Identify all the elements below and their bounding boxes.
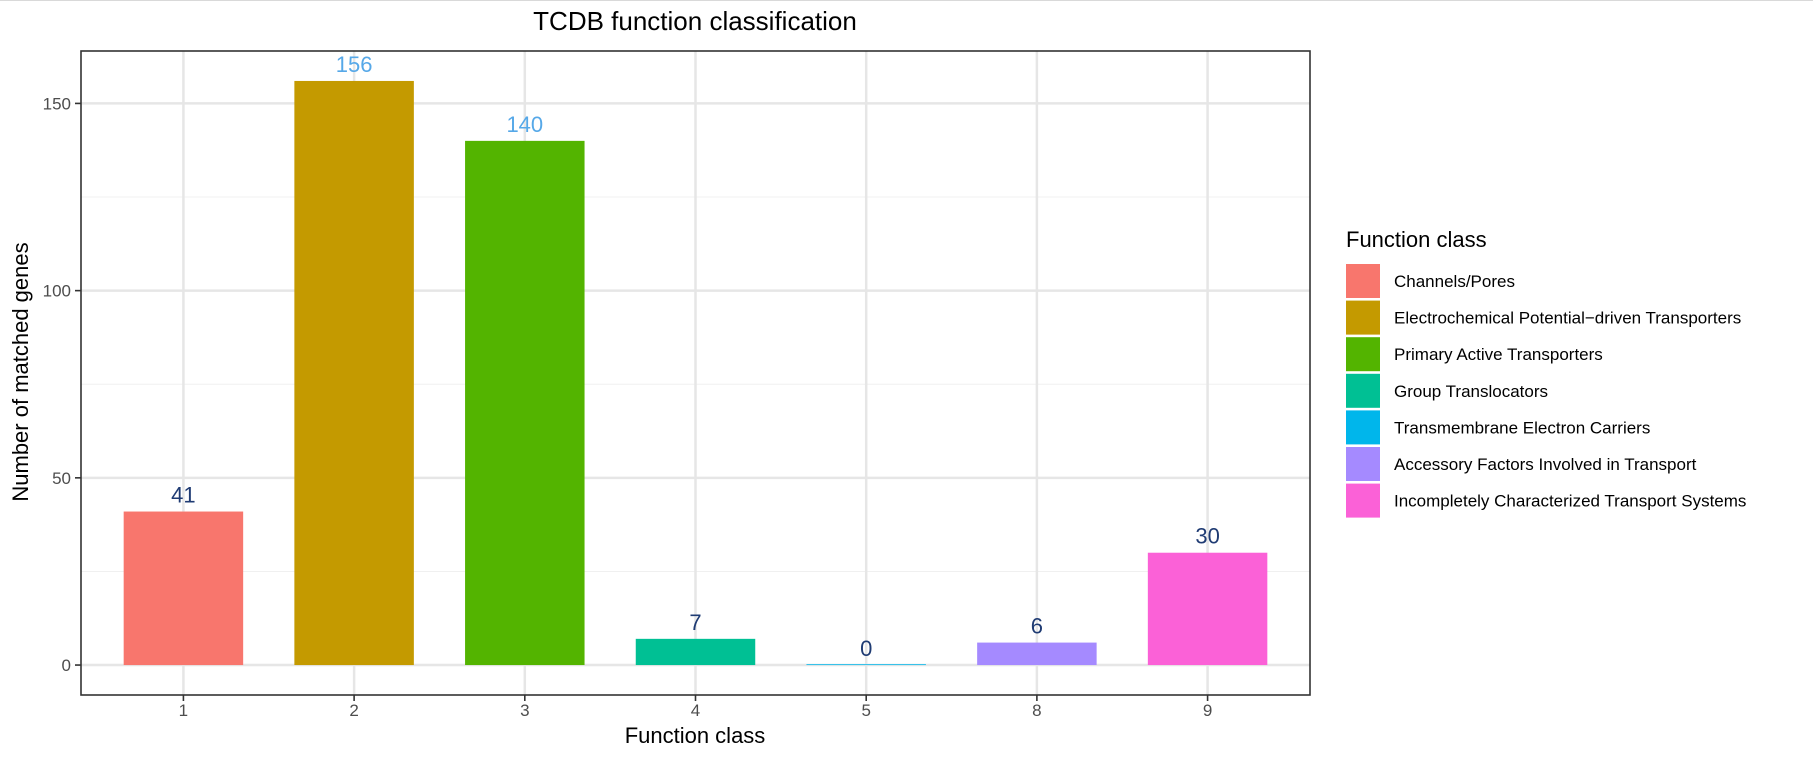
data-label-1: 41	[171, 483, 195, 508]
y-tick-label: 100	[43, 282, 71, 301]
x-tick-label: 4	[691, 701, 700, 720]
legend-key	[1346, 264, 1380, 298]
legend-key	[1346, 337, 1380, 372]
bar-2	[294, 80, 414, 666]
data-label-9: 30	[1195, 524, 1219, 549]
legend-label: Accessory Factors Involved in Transport	[1394, 455, 1697, 474]
y-tick-label: 50	[52, 469, 71, 488]
data-label-4: 7	[689, 610, 701, 635]
legend-key	[1346, 483, 1380, 518]
legend-key	[1346, 300, 1380, 335]
legend-label: Incompletely Characterized Transport Sys…	[1394, 492, 1746, 511]
data-label-3: 140	[506, 112, 543, 137]
y-axis-title: Number of matched genes	[8, 242, 33, 501]
x-tick-label: 5	[861, 701, 870, 720]
legend-label: Electrochemical Potential−driven Transpo…	[1394, 309, 1741, 328]
plot-panel: 41 156 140 7 0 6 30 0 50 100 150 1 2 3 4 5 8 9	[43, 50, 1311, 720]
legend-title: Function class	[1346, 227, 1487, 252]
y-tick-label: 0	[62, 656, 71, 675]
bar-3	[465, 140, 585, 666]
x-tick-label: 3	[520, 701, 529, 720]
legend-label: Group Translocators	[1394, 382, 1548, 401]
bar-8	[977, 642, 1097, 666]
x-tick-label: 1	[179, 701, 188, 720]
legend-label: Transmembrane Electron Carriers	[1394, 418, 1650, 437]
bar-5	[806, 664, 926, 666]
bar-1	[123, 511, 244, 666]
legend-label: Channels/Pores	[1394, 272, 1515, 291]
x-tick-label: 2	[349, 701, 358, 720]
legend-label: Primary Active Transporters	[1394, 345, 1603, 364]
x-tick-label: 8	[1032, 701, 1041, 720]
data-label-5: 0	[860, 636, 872, 661]
legend-key	[1346, 373, 1380, 408]
x-axis-title: Function class	[625, 723, 766, 748]
data-label-8: 6	[1031, 614, 1043, 639]
y-tick-label: 150	[43, 94, 71, 113]
bar-9	[1147, 552, 1268, 666]
bar-4	[635, 638, 756, 666]
x-tick-label: 9	[1203, 701, 1212, 720]
legend-key	[1346, 447, 1380, 481]
data-label-2: 156	[336, 52, 373, 77]
chart-title: TCDB function classification	[533, 6, 857, 36]
legend-key	[1346, 410, 1380, 445]
legend: Function class Channels/Pores Electrochem…	[1346, 227, 1746, 518]
